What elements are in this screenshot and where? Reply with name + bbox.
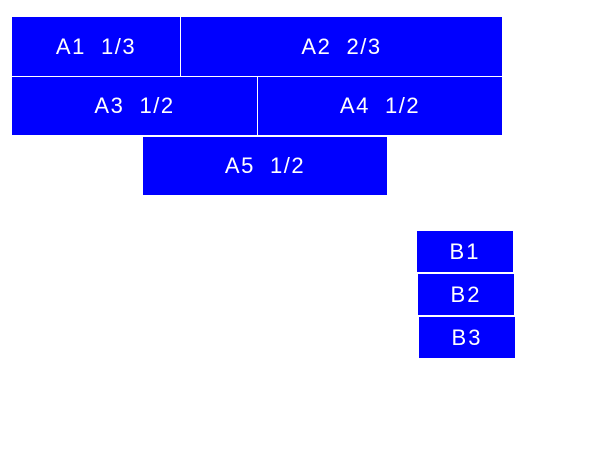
box-a1-label: A1 1/3 [55, 33, 137, 59]
box-b3[interactable]: B3 [419, 317, 515, 358]
box-b2-label: B2 [450, 281, 482, 307]
box-a5-label: A5 1/2 [224, 153, 306, 178]
box-a5[interactable]: A5 1/2 [143, 137, 387, 195]
box-a4[interactable]: A4 1/2 [258, 77, 502, 135]
box-b2[interactable]: B2 [418, 274, 514, 315]
box-a4-label: A4 1/2 [339, 93, 421, 118]
box-a2-label: A2 2/3 [301, 33, 382, 59]
box-b3-label: B3 [451, 324, 483, 350]
box-b1-label: B1 [449, 238, 481, 264]
box-a3[interactable]: A3 1/2 [12, 77, 257, 135]
box-a3-label: A3 1/2 [94, 93, 175, 118]
box-b1[interactable]: B1 [417, 231, 513, 272]
box-a2[interactable]: A2 2/3 [181, 17, 502, 76]
box-a1[interactable]: A1 1/3 [12, 17, 180, 76]
